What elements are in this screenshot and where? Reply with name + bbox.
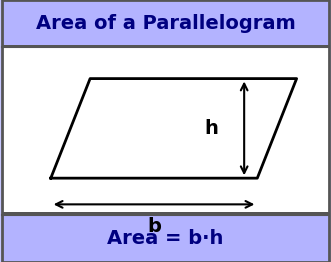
Bar [2,47,329,215]
Text: Area = b·h: Area = b·h [107,229,224,248]
Bar [2,215,329,262]
Text: h: h [205,119,218,138]
Bar [2,212,329,215]
Text: b: b [147,217,161,236]
Bar [2,0,329,47]
Text: Area of a Parallelogram: Area of a Parallelogram [36,14,295,33]
Bar [2,45,329,47]
